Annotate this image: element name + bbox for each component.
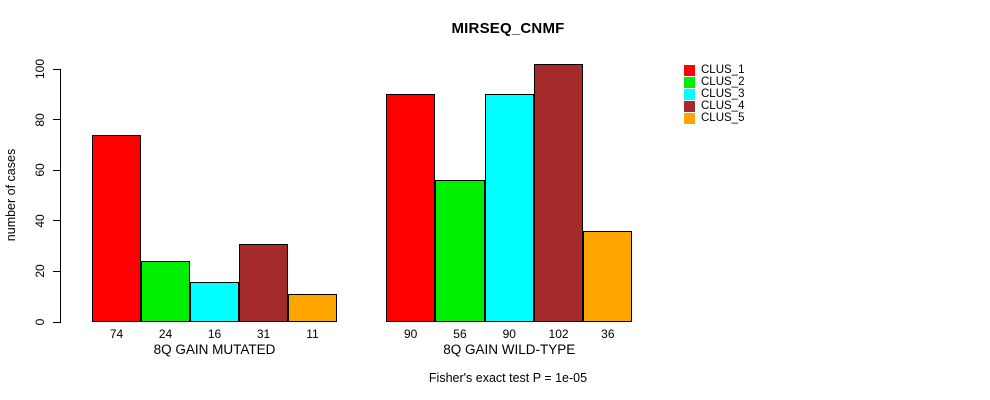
bar-clus_1-2 <box>386 94 436 322</box>
legend-label: CLUS_1 <box>701 64 745 76</box>
bar-value-label: 31 <box>256 327 271 341</box>
legend-color-swatch <box>684 88 695 100</box>
fisher-test-annotation: Fisher's exact test P = 1e-05 <box>428 371 588 385</box>
bar-value-label: 102 <box>548 327 569 341</box>
y-tick <box>53 321 60 323</box>
legend-color-swatch <box>684 64 695 76</box>
legend-item-clus_5: CLUS_5 <box>684 112 744 124</box>
bar-clus_3-1 <box>190 281 239 322</box>
y-axis-line <box>60 68 61 323</box>
bar-clus_4-2 <box>533 63 584 322</box>
bar-clus_5-2 <box>583 230 633 322</box>
chart-title: MIRSEQ_CNMF <box>451 20 565 37</box>
legend-color-swatch <box>684 112 695 124</box>
bar-value-label: 36 <box>601 327 615 341</box>
y-tick <box>53 220 60 222</box>
y-tick-label: 20 <box>33 264 47 279</box>
legend-color-swatch <box>684 76 695 88</box>
y-tick <box>53 68 60 70</box>
bar-value-label: 74 <box>109 327 124 341</box>
y-tick <box>53 270 60 272</box>
y-tick-label: 40 <box>33 214 47 228</box>
legend-label: CLUS_4 <box>701 100 745 112</box>
bar-value-label: 11 <box>306 327 319 341</box>
bar-value-label: 24 <box>158 327 173 341</box>
y-tick-label: 80 <box>33 112 47 127</box>
y-tick <box>53 119 60 121</box>
bar-value-label: 56 <box>453 327 467 341</box>
legend-label: CLUS_3 <box>701 88 745 100</box>
legend-item-clus_2: CLUS_2 <box>684 76 744 88</box>
y-tick-label: 100 <box>33 58 47 80</box>
bar-value-label: 90 <box>403 327 418 341</box>
legend-item-clus_3: CLUS_3 <box>684 88 744 100</box>
bar-clus_2-2 <box>435 180 485 322</box>
y-tick-label: 60 <box>33 163 47 177</box>
y-tick-label: 0 <box>33 318 47 326</box>
bar-clus_1-1 <box>92 134 141 322</box>
legend-item-clus_1: CLUS_1 <box>684 64 744 76</box>
bar-clus_3-2 <box>484 94 534 322</box>
legend-label: CLUS_2 <box>701 76 745 88</box>
bar-clus_4-1 <box>239 243 288 322</box>
y-tick <box>53 169 60 171</box>
bar-clus_2-1 <box>141 261 190 322</box>
legend: CLUS_1 CLUS_2 CLUS_3 CLUS_4 CLUS_5 <box>684 64 744 124</box>
y-axis-label: number of cases <box>4 148 18 242</box>
group-label: 8Q GAIN WILD-TYPE <box>443 342 576 357</box>
bar-value-label: 16 <box>207 327 222 341</box>
legend-label: CLUS_5 <box>701 112 745 124</box>
group-label: 8Q GAIN MUTATED <box>153 342 276 357</box>
legend-color-swatch <box>684 100 695 112</box>
bar-value-label: 90 <box>502 327 516 341</box>
bar-clus_5-1 <box>288 294 337 322</box>
legend-item-clus_4: CLUS_4 <box>684 100 744 112</box>
